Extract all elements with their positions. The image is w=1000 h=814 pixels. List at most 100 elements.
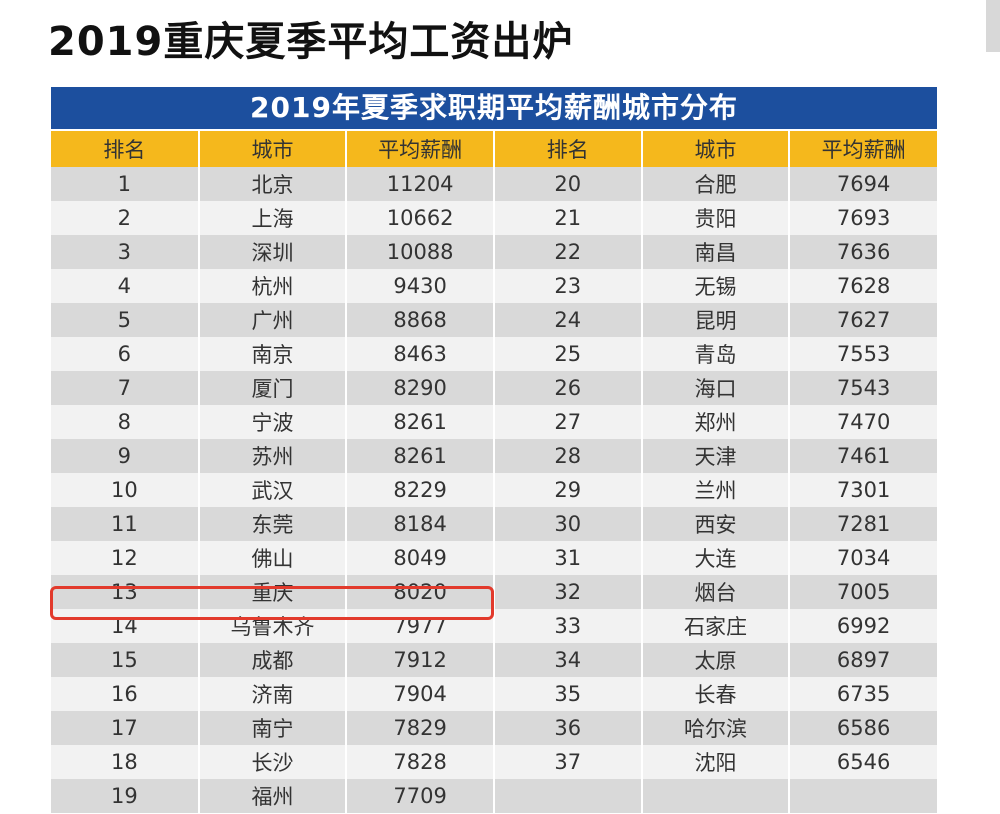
cell-city-right: 哈尔滨 bbox=[641, 711, 791, 745]
table-banner: 2019年夏季求职期平均薪酬城市分布 bbox=[51, 87, 937, 131]
cell-city-right bbox=[641, 779, 791, 813]
cell-city-left: 北京 bbox=[198, 167, 348, 201]
cell-city-right: 贵阳 bbox=[641, 201, 791, 235]
cell-rank-right: 21 bbox=[493, 201, 643, 235]
table-row: 16 济南 7904 35 长春 6735 bbox=[51, 677, 937, 711]
cell-city-right: 南昌 bbox=[641, 235, 791, 269]
table-row: 6 南京 8463 25 青岛 7553 bbox=[51, 337, 937, 371]
cell-salary-left: 8261 bbox=[346, 439, 495, 473]
cell-salary-right: 6586 bbox=[789, 711, 937, 745]
cell-rank-left: 11 bbox=[51, 507, 200, 541]
cell-rank-left: 2 bbox=[51, 201, 200, 235]
cell-salary-right: 7693 bbox=[789, 201, 937, 235]
cell-city-right: 西安 bbox=[641, 507, 791, 541]
table-row: 13 重庆 8020 32 烟台 7005 bbox=[51, 575, 937, 609]
table-row: 11 东莞 8184 30 西安 7281 bbox=[51, 507, 937, 541]
cell-city-right: 合肥 bbox=[641, 167, 791, 201]
cell-rank-left: 10 bbox=[51, 473, 200, 507]
cell-city-right: 烟台 bbox=[641, 575, 791, 609]
cell-rank-right: 35 bbox=[493, 677, 643, 711]
table-header-row: 排名 城市 平均薪酬 排名 城市 平均薪酬 bbox=[51, 131, 937, 167]
cell-city-left: 武汉 bbox=[198, 473, 348, 507]
table-row: 10 武汉 8229 29 兰州 7301 bbox=[51, 473, 937, 507]
cell-city-right: 无锡 bbox=[641, 269, 791, 303]
cell-rank-left: 17 bbox=[51, 711, 200, 745]
cell-salary-left: 8261 bbox=[346, 405, 495, 439]
cell-salary-right: 7627 bbox=[789, 303, 937, 337]
table-row: 15 成都 7912 34 太原 6897 bbox=[51, 643, 937, 677]
table-row: 19 福州 7709 bbox=[51, 779, 937, 813]
cell-salary-right: 6735 bbox=[789, 677, 937, 711]
cell-salary-left: 7829 bbox=[346, 711, 495, 745]
cell-rank-left: 8 bbox=[51, 405, 200, 439]
cell-salary-left: 10662 bbox=[346, 201, 495, 235]
cell-salary-right: 7461 bbox=[789, 439, 937, 473]
cell-salary-right: 6992 bbox=[789, 609, 937, 643]
cell-rank-right: 31 bbox=[493, 541, 643, 575]
cell-rank-right: 32 bbox=[493, 575, 643, 609]
cell-city-right: 兰州 bbox=[641, 473, 791, 507]
table-row: 3 深圳 10088 22 南昌 7636 bbox=[51, 235, 937, 269]
cell-rank-right: 22 bbox=[493, 235, 643, 269]
cell-city-left: 佛山 bbox=[198, 541, 348, 575]
header-city-right: 城市 bbox=[641, 131, 791, 167]
cell-rank-right: 24 bbox=[493, 303, 643, 337]
cell-rank-right: 37 bbox=[493, 745, 643, 779]
salary-table: 排名 城市 平均薪酬 排名 城市 平均薪酬 1 北京 11204 20 合肥 7694 2 上… bbox=[51, 131, 937, 813]
cell-salary-right: 7301 bbox=[789, 473, 937, 507]
cell-salary-left: 8049 bbox=[346, 541, 495, 575]
cell-rank-right: 20 bbox=[493, 167, 643, 201]
cell-rank-left: 19 bbox=[51, 779, 200, 813]
cell-city-right: 长春 bbox=[641, 677, 791, 711]
scrollbar[interactable] bbox=[986, 0, 1000, 52]
cell-city-left: 南京 bbox=[198, 337, 348, 371]
cell-city-right: 石家庄 bbox=[641, 609, 791, 643]
cell-salary-right: 7470 bbox=[789, 405, 937, 439]
cell-rank-right: 36 bbox=[493, 711, 643, 745]
cell-rank-right: 29 bbox=[493, 473, 643, 507]
cell-salary-left: 8229 bbox=[346, 473, 495, 507]
cell-rank-right: 25 bbox=[493, 337, 643, 371]
cell-salary-right: 7281 bbox=[789, 507, 937, 541]
header-rank-right: 排名 bbox=[493, 131, 643, 167]
cell-city-right: 昆明 bbox=[641, 303, 791, 337]
cell-salary-right: 7034 bbox=[789, 541, 937, 575]
cell-rank-left: 3 bbox=[51, 235, 200, 269]
cell-rank-left: 5 bbox=[51, 303, 200, 337]
cell-city-left: 东莞 bbox=[198, 507, 348, 541]
cell-salary-right: 6897 bbox=[789, 643, 937, 677]
cell-salary-right: 7005 bbox=[789, 575, 937, 609]
salary-table-image: 2019年夏季求职期平均薪酬城市分布 排名 城市 平均薪酬 排名 城市 平均薪酬… bbox=[51, 87, 937, 813]
header-salary-left: 平均薪酬 bbox=[346, 131, 495, 167]
cell-rank-left: 14 bbox=[51, 609, 200, 643]
cell-city-left: 成都 bbox=[198, 643, 348, 677]
cell-city-right: 大连 bbox=[641, 541, 791, 575]
cell-rank-right: 27 bbox=[493, 405, 643, 439]
cell-rank-left: 6 bbox=[51, 337, 200, 371]
cell-rank-right: 28 bbox=[493, 439, 643, 473]
cell-city-left: 重庆 bbox=[198, 575, 348, 609]
cell-city-right: 青岛 bbox=[641, 337, 791, 371]
cell-city-left: 济南 bbox=[198, 677, 348, 711]
cell-city-left: 宁波 bbox=[198, 405, 348, 439]
table-row: 14 乌鲁木齐 7977 33 石家庄 6992 bbox=[51, 609, 937, 643]
cell-salary-right: 7636 bbox=[789, 235, 937, 269]
cell-rank-left: 18 bbox=[51, 745, 200, 779]
page-title: 2019重庆夏季平均工资出炉 bbox=[48, 19, 574, 65]
cell-salary-left: 7912 bbox=[346, 643, 495, 677]
cell-city-right: 太原 bbox=[641, 643, 791, 677]
cell-city-right: 郑州 bbox=[641, 405, 791, 439]
table-row: 2 上海 10662 21 贵阳 7693 bbox=[51, 201, 937, 235]
cell-city-right: 天津 bbox=[641, 439, 791, 473]
cell-salary-left: 7904 bbox=[346, 677, 495, 711]
cell-salary-right bbox=[789, 779, 937, 813]
cell-rank-left: 4 bbox=[51, 269, 200, 303]
header-rank-left: 排名 bbox=[51, 131, 200, 167]
cell-rank-right: 34 bbox=[493, 643, 643, 677]
cell-city-right: 海口 bbox=[641, 371, 791, 405]
cell-city-right: 沈阳 bbox=[641, 745, 791, 779]
cell-salary-left: 7977 bbox=[346, 609, 495, 643]
cell-salary-right: 7628 bbox=[789, 269, 937, 303]
table-row: 12 佛山 8049 31 大连 7034 bbox=[51, 541, 937, 575]
cell-rank-left: 9 bbox=[51, 439, 200, 473]
